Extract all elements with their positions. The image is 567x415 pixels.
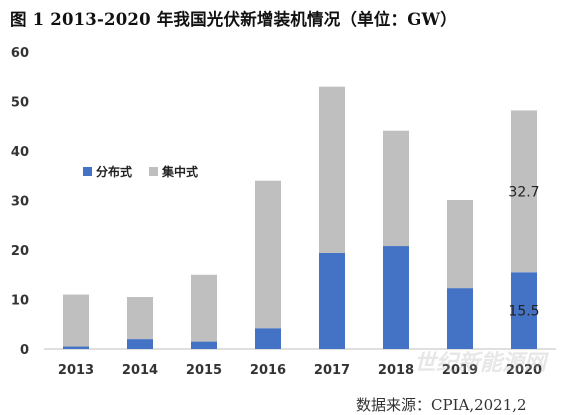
y-tick-label: 60: [11, 46, 29, 61]
bar-centralized: [319, 86, 345, 253]
bar-distributed: [127, 339, 153, 349]
x-tick-label: 2018: [378, 363, 414, 378]
data-labels: 15.5 32.7: [508, 184, 539, 319]
bar-distributed: [191, 341, 217, 349]
x-tick-label: 2017: [314, 363, 350, 378]
x-tick-label: 2016: [250, 363, 286, 378]
y-tick-label: 0: [20, 343, 29, 358]
x-tick-label: 2015: [186, 363, 222, 378]
bar-distributed: [447, 288, 473, 349]
x-tick-label: 2013: [58, 363, 94, 378]
bar-centralized: [127, 297, 153, 340]
y-tick-label: 20: [11, 244, 29, 259]
legend-label-centralized: 集中式: [161, 164, 198, 179]
bar-centralized: [447, 200, 473, 289]
bars: [63, 86, 537, 349]
source-note: 数据来源：CPIA,2021,2: [356, 396, 527, 414]
bar-distributed: [383, 246, 409, 349]
y-tick-label: 40: [11, 145, 29, 160]
y-tick-label: 10: [11, 294, 29, 309]
watermark: 世纪新能源网: [414, 351, 547, 376]
x-tick-label: 2020: [506, 363, 542, 378]
y-tick-label: 50: [11, 96, 29, 111]
data-label: 32.7: [508, 184, 539, 200]
bar-centralized: [511, 110, 537, 273]
bar-centralized: [63, 294, 89, 347]
data-label: 15.5: [508, 304, 539, 320]
bar-distributed: [319, 252, 345, 349]
legend-swatch-centralized: [149, 167, 158, 176]
legend-label-distributed: 分布式: [96, 164, 132, 179]
bar-centralized: [191, 274, 217, 342]
x-tick-label: 2014: [122, 363, 158, 378]
y-axis: 0 10 20 30 40 50 60: [11, 46, 29, 358]
bar-distributed: [511, 272, 537, 349]
legend-swatch-distributed: [83, 167, 92, 176]
legend: 分布式 集中式: [83, 164, 198, 179]
y-tick-label: 30: [11, 195, 29, 210]
bar-distributed: [63, 346, 89, 349]
bar-centralized: [255, 180, 281, 329]
bar-centralized: [383, 130, 409, 247]
x-tick-label: 2019: [442, 363, 478, 378]
bar-distributed: [255, 328, 281, 349]
chart-title: 图 1 2013-2020 年我国光伏新增装机情况（单位：GW）: [10, 10, 457, 29]
